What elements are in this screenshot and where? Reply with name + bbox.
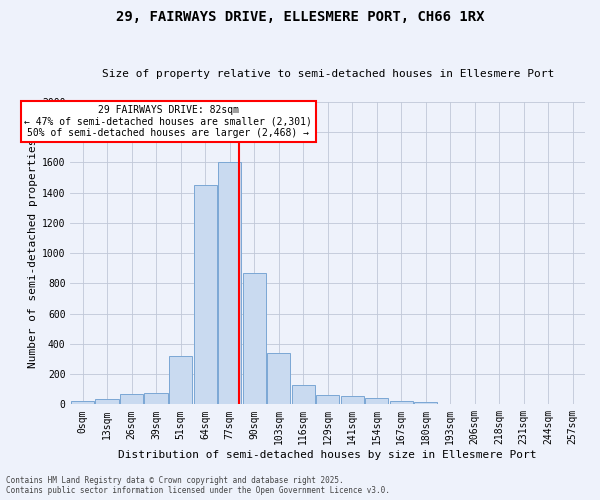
Bar (242, 273, 266, 404)
Bar (267, 353, 290, 405)
Text: 29 FAIRWAYS DRIVE: 82sqm
← 47% of semi-detached houses are smaller (2,301)
50% o: 29 FAIRWAYS DRIVE: 82sqm ← 47% of semi-d… (25, 105, 313, 138)
X-axis label: Distribution of semi-detached houses by size in Ellesmere Port: Distribution of semi-detached houses by … (118, 450, 537, 460)
Bar (120, 394, 143, 404)
Bar (365, 398, 388, 404)
Y-axis label: Number of semi-detached properties: Number of semi-detached properties (28, 138, 38, 368)
Bar (71, 402, 94, 404)
Bar (292, 384, 315, 404)
Bar (414, 402, 437, 404)
Bar (95, 399, 119, 404)
Bar (194, 185, 217, 404)
Bar (389, 402, 413, 404)
Text: Contains HM Land Registry data © Crown copyright and database right 2025.
Contai: Contains HM Land Registry data © Crown c… (6, 476, 390, 495)
Bar (145, 393, 168, 404)
Bar (218, 162, 241, 404)
Bar (341, 396, 364, 404)
Bar (316, 396, 340, 404)
Title: Size of property relative to semi-detached houses in Ellesmere Port: Size of property relative to semi-detach… (101, 69, 554, 79)
Bar (169, 356, 192, 405)
Text: 29, FAIRWAYS DRIVE, ELLESMERE PORT, CH66 1RX: 29, FAIRWAYS DRIVE, ELLESMERE PORT, CH66… (116, 10, 484, 24)
